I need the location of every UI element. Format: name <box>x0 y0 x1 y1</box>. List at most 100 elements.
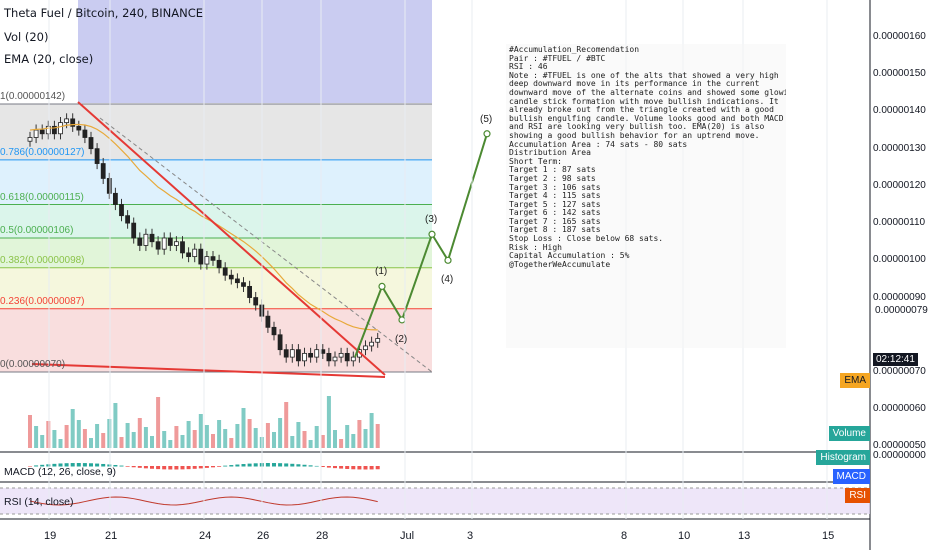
note-line: Target 8 : 187 sats <box>509 225 601 235</box>
macd-pane <box>28 463 380 470</box>
candle-body <box>375 338 381 343</box>
macd-histogram-bar <box>351 466 356 470</box>
candle-body <box>277 334 283 351</box>
rsi-badge[interactable]: RSI <box>845 488 870 503</box>
macd-histogram-bar <box>46 464 51 467</box>
candle-body <box>143 233 149 246</box>
volume-bar <box>339 439 344 448</box>
macd-histogram-bar <box>40 464 45 467</box>
time-tick-label: 26 <box>257 530 270 542</box>
macd-histogram-bar <box>345 466 350 469</box>
note-line: Target 1 : 87 sats <box>509 165 596 175</box>
note-line: Target 4 : 115 sats <box>509 191 601 201</box>
fib-level-label: 0(0.00000070) <box>0 359 66 370</box>
time-tick-label: 19 <box>44 530 57 542</box>
fib-lines <box>0 103 432 373</box>
macd-label[interactable]: MACD (12, 26, close, 9) <box>4 466 117 478</box>
ema-indicator-label[interactable]: EMA (20, close) <box>4 52 94 66</box>
volume-bar <box>326 396 331 448</box>
macd-histogram-bar <box>247 463 252 467</box>
fib-zone <box>0 159 432 205</box>
volume-bar <box>156 397 161 448</box>
candle-body <box>326 352 332 362</box>
candle-body <box>180 241 185 254</box>
macd-histogram-bar <box>82 463 87 467</box>
note-line: candle stick formation with move bullish… <box>509 96 779 106</box>
candle-body <box>64 118 69 124</box>
volume-bar <box>137 418 142 448</box>
candle-body <box>234 278 240 284</box>
macd-histogram-bar <box>204 466 209 468</box>
macd-histogram-bar <box>125 466 130 467</box>
macd-histogram-bar <box>375 466 380 470</box>
candle-body <box>295 349 301 362</box>
candle-body <box>100 163 106 179</box>
volume-bar <box>186 421 191 448</box>
macd-histogram-bar <box>235 464 240 467</box>
candle-body <box>119 204 124 217</box>
volume-bar <box>284 402 289 448</box>
rsi-label[interactable]: RSI (14, close) <box>4 496 74 508</box>
note-line: and RSI are looking very bullish too. EM… <box>509 122 765 132</box>
elliott-wave-path <box>354 133 488 358</box>
wave-label: (3) <box>425 214 438 226</box>
time-tick-label: 13 <box>738 530 751 542</box>
macd-histogram-bar <box>296 464 301 467</box>
volume-badge[interactable]: Volume <box>828 426 870 441</box>
candle-body <box>265 315 271 328</box>
price-tick-label: 0.00000050 <box>873 440 926 451</box>
macd-histogram-bar <box>131 466 136 468</box>
volume-indicator-label[interactable]: Vol (20) <box>4 30 49 44</box>
volume-bar <box>28 415 32 448</box>
note-line: downward move of the alternate coins and… <box>509 87 786 97</box>
volume-bar <box>272 432 276 448</box>
candle-body <box>283 349 289 358</box>
macd-histogram-bar <box>223 465 228 467</box>
volume-bar <box>320 435 325 448</box>
volume-bar <box>363 429 368 448</box>
volume-bar <box>82 429 87 448</box>
note-line: deep downward move in its performance in… <box>509 79 760 89</box>
macd-histogram-bar <box>302 464 307 467</box>
macd-badge[interactable]: MACD <box>832 469 870 484</box>
candle-body <box>88 137 94 150</box>
volume-bar <box>302 431 307 448</box>
volume-bar <box>211 434 215 448</box>
volume-bar <box>52 430 57 448</box>
volume-bar <box>107 419 112 448</box>
macd-histogram-bar <box>150 466 154 469</box>
macd-histogram-bar <box>357 466 362 470</box>
candle-body <box>106 178 112 194</box>
price-tick-label: 0.00000070 <box>873 366 926 377</box>
fib-zone <box>0 308 432 372</box>
candle-body <box>369 341 375 347</box>
ema-badge[interactable]: EMA <box>840 373 870 388</box>
wave-point <box>398 316 406 324</box>
price-tick-label: 0.00000090 <box>873 291 926 303</box>
candle-body <box>314 349 320 358</box>
histogram-badge[interactable]: Histogram <box>816 450 870 465</box>
volume-bar <box>95 424 100 448</box>
note-line: Short Term: <box>509 156 562 166</box>
volume-bar <box>34 426 39 448</box>
volume-bar <box>89 438 93 448</box>
macd-histogram-bar <box>168 466 173 470</box>
macd-histogram-bar <box>192 466 197 469</box>
note-line: Capital Accumulation : 5% <box>509 251 630 261</box>
fib-level-label: 0.786(0.00000127) <box>0 146 85 158</box>
macd-histogram-bar <box>253 463 258 467</box>
wave-point <box>378 282 386 290</box>
note-line: already broke out from the triangle crea… <box>509 105 774 115</box>
wave-points <box>378 130 491 324</box>
price-tick-label: 0.00000130 <box>873 142 926 154</box>
volume-bar <box>143 427 148 448</box>
note-line: Distribution Area <box>509 148 591 158</box>
fib-level-label: 0.618(0.00000115) <box>0 191 84 203</box>
fib-zone <box>0 238 432 268</box>
macd-histogram-bar <box>137 466 142 468</box>
volume-bar <box>150 436 154 448</box>
macd-histogram-bar <box>156 466 161 470</box>
symbol-title[interactable]: Theta Fuel / Bitcoin, 240, BINANCE <box>4 6 203 20</box>
price-tick-label: 0.00000060 <box>873 403 926 414</box>
note-line: Target 3 : 106 sats <box>509 182 601 192</box>
